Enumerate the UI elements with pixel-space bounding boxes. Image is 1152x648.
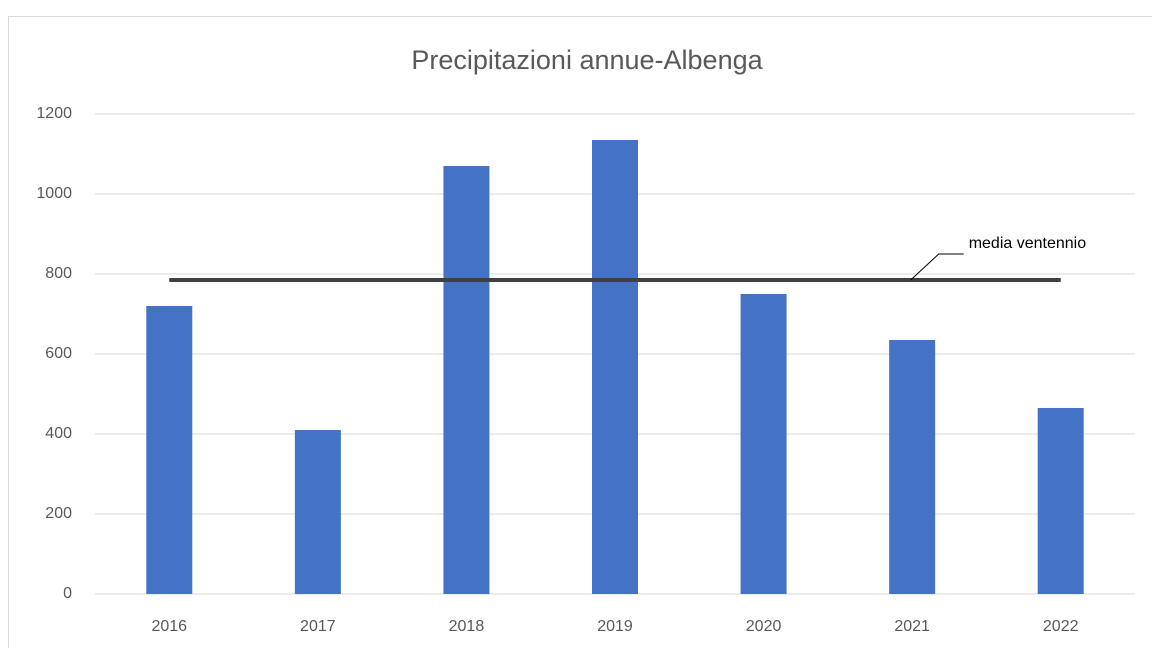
x-tick-label: 2022 — [1043, 618, 1079, 635]
y-tick-label: 600 — [45, 345, 72, 362]
y-tick-label: 800 — [45, 265, 72, 282]
y-tick-label: 1000 — [36, 185, 72, 202]
annotation: media ventennio — [969, 235, 1087, 252]
bar — [1037, 408, 1084, 594]
bar — [443, 166, 490, 594]
x-tick-label: 2016 — [151, 618, 187, 635]
y-tick-label: 0 — [63, 585, 72, 602]
x-tick-label: 2018 — [449, 618, 485, 635]
y-tick-label: 1200 — [36, 105, 72, 122]
bar — [889, 340, 936, 594]
annotation-leader — [910, 253, 964, 281]
x-tick-label: 2021 — [894, 618, 930, 635]
x-tick-label: 2019 — [597, 618, 633, 635]
bar — [740, 294, 787, 594]
bar — [294, 430, 341, 594]
chart-title: Precipitazioni annue-Albenga — [411, 45, 763, 75]
y-tick-label: 400 — [45, 425, 72, 442]
x-tick-label: 2020 — [746, 618, 782, 635]
bar — [146, 306, 193, 594]
y-tick-label: 200 — [45, 505, 72, 522]
x-tick-label: 2017 — [300, 618, 336, 635]
chart-border — [8, 16, 1152, 648]
bar — [592, 140, 638, 594]
